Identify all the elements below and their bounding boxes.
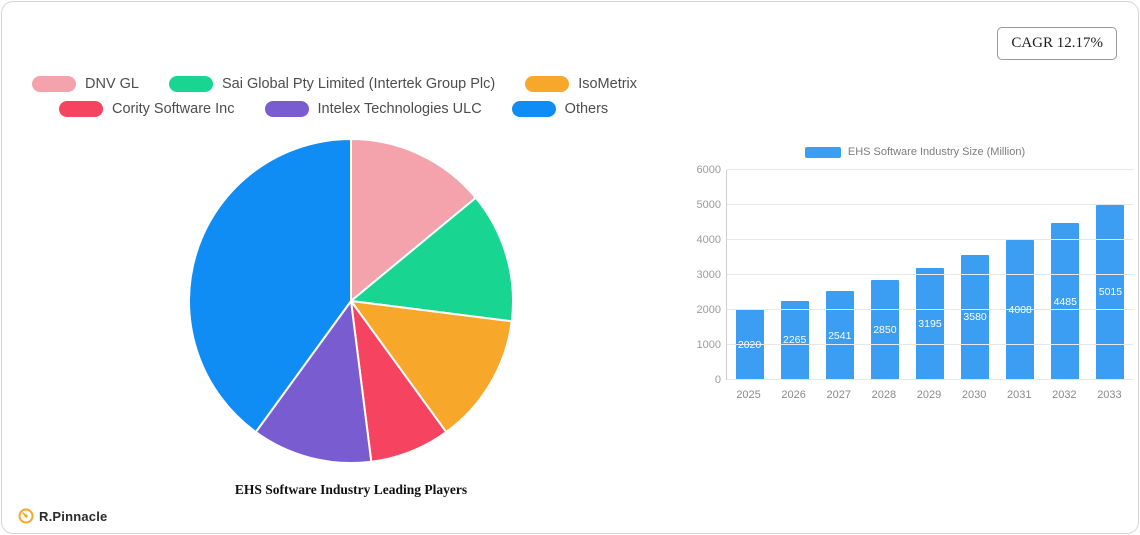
bar-2033[interactable]: 5015	[1096, 204, 1125, 380]
legend-item[interactable]: Cority Software Inc	[59, 101, 235, 117]
bar-column: 5015	[1088, 170, 1133, 380]
gridline	[727, 274, 1133, 275]
pie-slice-0[interactable]	[350, 137, 478, 304]
x-tick-label: 2026	[781, 389, 806, 401]
y-tick-label: 4000	[696, 234, 721, 246]
bar-value-label: 2265	[782, 334, 807, 347]
pie-title: EHS Software Industry Leading Players	[234, 482, 468, 497]
bar-legend-label: EHS Software Industry Size (Million)	[847, 146, 1026, 158]
bar-column: 3580	[953, 170, 998, 380]
x-tick-label: 2029	[916, 389, 942, 401]
rpinnacle-logo-icon	[18, 508, 34, 524]
y-tick-label: 3000	[696, 269, 721, 281]
bar-2030[interactable]: 3580	[961, 254, 990, 380]
gridline	[727, 309, 1133, 310]
bar-value-label: 5015	[1098, 286, 1123, 299]
bar-value-label: 4485	[1053, 295, 1077, 308]
legend-label: Sai Global Pty Limited (Intertek Group P…	[222, 76, 496, 92]
x-tick-label: 2033	[1097, 389, 1122, 401]
legend-swatch	[511, 101, 556, 117]
x-tick-label: 2027	[826, 389, 852, 401]
pie-slice-2[interactable]	[348, 299, 513, 434]
y-tick-label: 6000	[696, 164, 721, 176]
cagr-badge: CAGR 12.17%	[997, 27, 1117, 60]
gridline	[727, 169, 1133, 170]
y-tick-label: 0	[714, 374, 721, 386]
bar-column: 4485	[1043, 170, 1088, 380]
bar-value-label: 2850	[873, 324, 897, 337]
bar-legend-swatch	[804, 146, 841, 158]
pie-slice-5[interactable]	[188, 137, 352, 434]
pie-chart: EHS Software Industry Leading Players	[179, 129, 523, 498]
bar-2029[interactable]: 3195	[915, 268, 944, 380]
x-tick-label: 2032	[1052, 389, 1077, 401]
x-tick-label: 2030	[961, 389, 987, 401]
legend-swatch	[525, 76, 570, 92]
gridline	[727, 204, 1133, 205]
pie-svg	[188, 137, 514, 464]
bar-chart: EHS Software Industry Size (Million) 202…	[692, 146, 1138, 401]
brand-footer: R.Pinnacle	[18, 508, 107, 524]
x-tick-label: 2025	[736, 389, 761, 401]
bar-columns: 2020 2265 2541 2850 3195 3580 4008 4485 5015	[727, 170, 1133, 380]
y-tick-label: 5000	[696, 199, 721, 211]
brand-name: R.Pinnacle	[39, 508, 108, 524]
legend-label: Others	[564, 101, 609, 117]
bar-plot-area: 2020 2265 2541 2850 3195 3580 4008 4485 5015 0 10…	[697, 164, 1133, 386]
legend-label: DNV GL	[85, 76, 139, 92]
bar-legend-item[interactable]: EHS Software Industry Size (Million)	[692, 146, 1138, 158]
bar-value-label: 3580	[963, 311, 987, 324]
pie-slice-1[interactable]	[348, 196, 514, 323]
y-tick-label: 1000	[696, 339, 721, 351]
legend-item[interactable]: DNV GL	[32, 76, 139, 92]
bar-2028[interactable]: 2850	[870, 280, 899, 380]
pie-slice-4[interactable]	[254, 298, 373, 464]
legend-row: Cority Software Inc Intelex Technologies …	[59, 101, 637, 117]
y-tick-label: 2000	[696, 304, 721, 316]
bar-2026[interactable]: 2265	[780, 300, 809, 380]
legend-label: IsoMetrix	[578, 76, 638, 92]
legend-swatch	[59, 101, 103, 117]
gridline	[727, 344, 1133, 345]
bar-column: 2265	[772, 170, 817, 380]
gridline	[727, 379, 1133, 380]
legend-swatch	[169, 76, 213, 92]
bar-column: 2020	[727, 170, 772, 380]
bar-column: 2541	[817, 170, 862, 380]
legend-item[interactable]: Sai Global Pty Limited (Intertek Group P…	[169, 76, 495, 92]
bar-column: 4008	[998, 170, 1043, 380]
bar-column: 2850	[862, 170, 907, 380]
x-tick-label: 2028	[871, 389, 897, 401]
bar-value-label: 2541	[828, 329, 852, 342]
legend-item[interactable]: IsoMetrix	[525, 76, 637, 92]
legend-label: Cority Software Inc	[112, 101, 235, 117]
x-tick-label: 2031	[1006, 389, 1032, 401]
legend-row: DNV GL Sai Global Pty Limited (Intertek G…	[32, 76, 637, 92]
legend-item[interactable]: Intelex Technologies ULC	[264, 101, 482, 117]
pie-legend: DNV GL Sai Global Pty Limited (Intertek G…	[32, 76, 637, 117]
legend-swatch	[264, 101, 309, 117]
bar-value-label: 3195	[918, 318, 942, 331]
bar-column: 3195	[907, 170, 952, 380]
bar-2032[interactable]: 4485	[1051, 223, 1080, 380]
legend-label: Intelex Technologies ULC	[317, 101, 482, 117]
legend-item[interactable]: Others	[511, 101, 609, 117]
gridline	[727, 239, 1133, 240]
legend-swatch	[32, 76, 76, 92]
bar-2027[interactable]: 2541	[825, 291, 854, 380]
bar-x-axis-labels: 2025 2026 2027 2028 2029 2030 2031 2032 2033	[726, 389, 1132, 401]
